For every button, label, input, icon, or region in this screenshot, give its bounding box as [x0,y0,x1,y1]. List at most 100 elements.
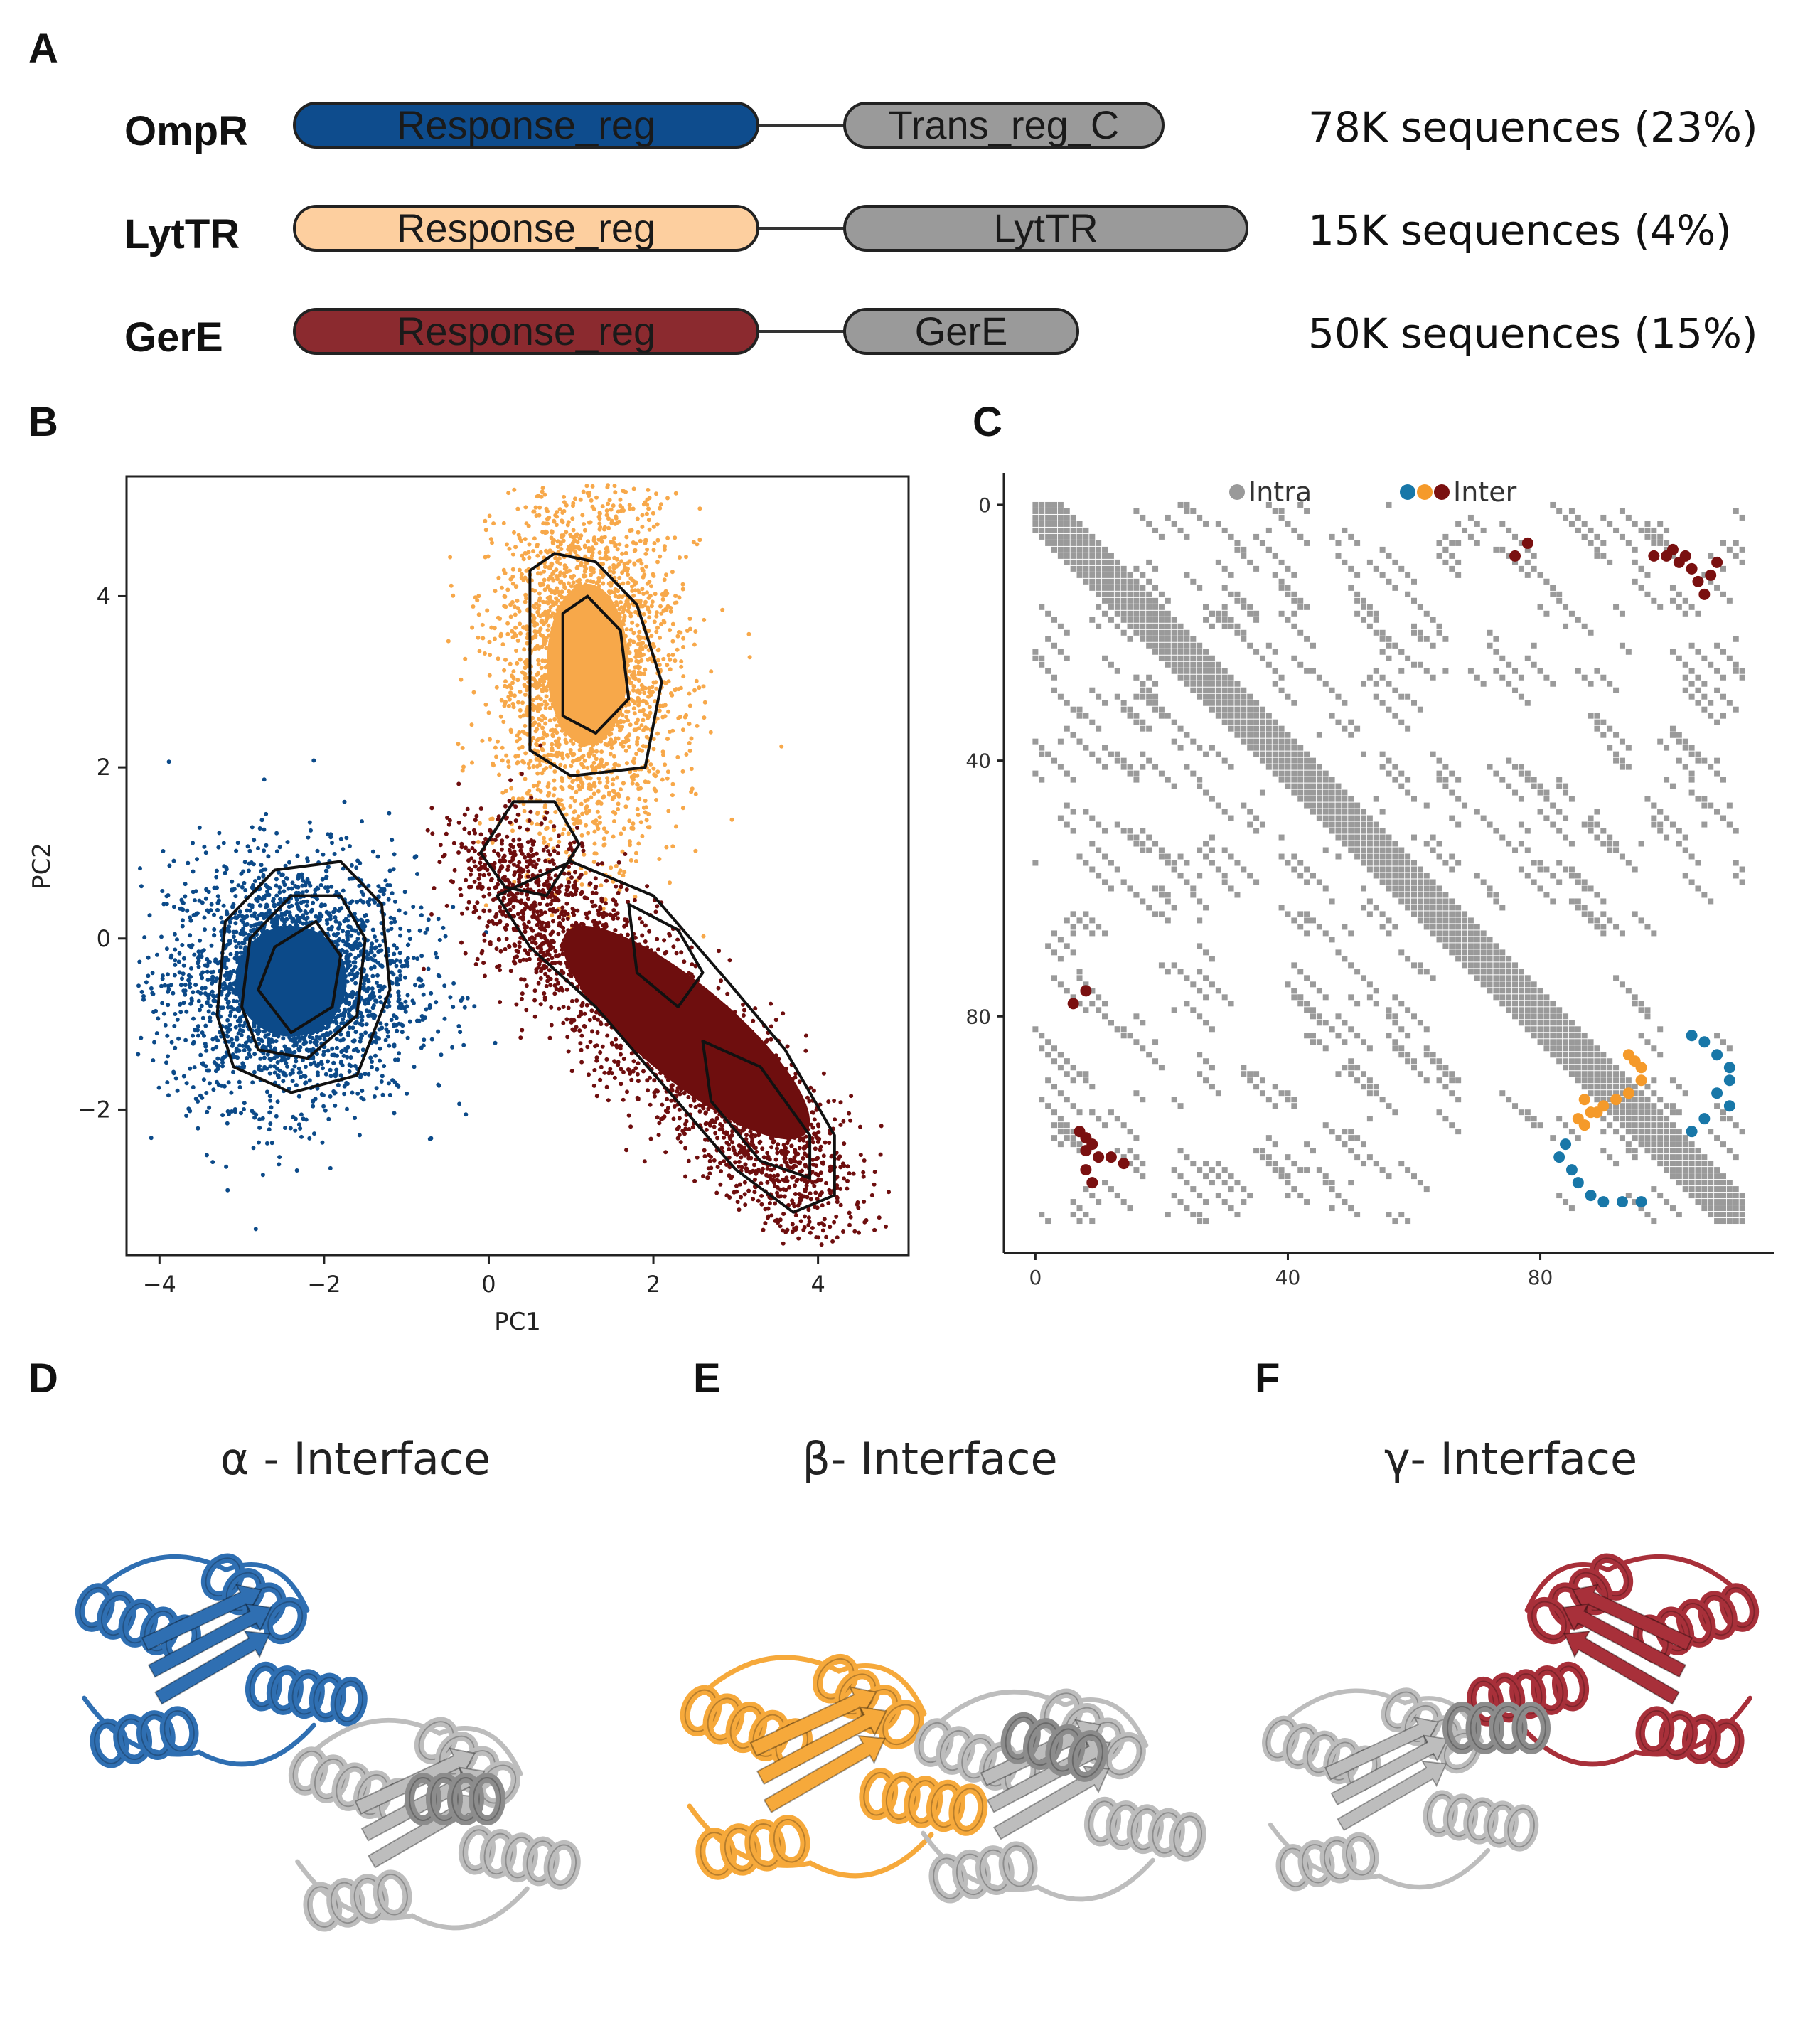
data-point [212,1060,217,1065]
data-point [299,1074,303,1079]
data-point [422,1037,427,1042]
data-point [465,996,470,1001]
data-point [645,581,650,586]
data-point [280,917,285,922]
data-point [632,673,637,678]
data-point [354,1020,359,1025]
data-point [179,897,184,902]
data-point [471,604,476,609]
data-point [646,506,651,511]
data-point [326,832,331,837]
data-point [397,951,402,956]
data-point [646,595,651,600]
data-point [636,813,641,817]
data-point [551,729,556,734]
data-point [295,919,300,924]
data-point [665,496,670,501]
data-point [555,586,560,591]
data-point [254,1028,259,1033]
data-point [375,960,380,965]
data-point [689,767,694,772]
data-point [230,1043,235,1048]
data-point [230,905,235,909]
data-point [525,636,530,641]
data-point [560,776,564,780]
data-point [360,1047,365,1052]
data-point [563,764,567,769]
data-point [505,631,510,636]
data-point [632,727,637,732]
data-point [192,952,197,957]
data-point [602,525,607,530]
data-point [515,733,520,738]
data-point [234,944,239,949]
data-point [269,1141,274,1146]
data-point [292,1064,297,1069]
data-point [242,880,247,885]
data-point [183,992,188,997]
data-point [231,1069,235,1074]
data-point [654,614,659,619]
data-point [274,893,279,898]
data-point [451,905,456,909]
data-point [343,942,348,947]
data-point [639,641,644,646]
data-point [451,1005,456,1009]
data-point [181,956,186,961]
data-point [535,553,540,558]
data-point [545,609,550,614]
data-point [651,737,656,741]
data-point [268,1098,273,1103]
data-point [375,973,380,978]
data-point [615,547,620,552]
data-point [400,1030,405,1035]
data-point [200,900,205,905]
data-point [334,1037,339,1042]
data-point [313,887,318,892]
data-point [186,860,191,865]
data-point [171,858,176,863]
data-point [165,1033,170,1038]
data-point [514,584,519,589]
data-point [376,983,381,988]
data-point [513,754,518,759]
data-point [264,912,268,917]
data-point [324,869,329,874]
data-point [619,787,623,792]
data-point [668,657,673,662]
data-point [574,565,579,570]
data-point [645,502,650,507]
data-point [318,904,323,909]
data-point [160,973,165,978]
data-point [509,685,514,690]
data-point [262,1055,267,1060]
data-point [523,592,528,597]
data-point [626,572,631,577]
data-point [243,1044,248,1049]
data-point [357,883,362,888]
data-point [540,747,545,752]
data-point [458,1030,463,1035]
data-point [181,1074,186,1079]
data-point [531,613,536,618]
data-point [627,839,632,844]
data-point [513,545,518,550]
data-point [378,943,382,948]
data-point [779,744,784,749]
data-point [146,955,151,960]
data-point [562,827,567,832]
data-point [335,1053,339,1058]
data-point [287,905,291,909]
data-point [205,1109,210,1114]
data-point [542,587,547,592]
data-point [294,1059,299,1064]
data-point [395,982,400,987]
data-point [224,1164,229,1169]
data-point [540,687,545,692]
data-point [603,550,608,555]
data-point [189,998,194,1003]
data-point [333,919,338,924]
data-point [274,849,279,854]
data-point [328,1094,333,1099]
data-point [309,1062,314,1067]
